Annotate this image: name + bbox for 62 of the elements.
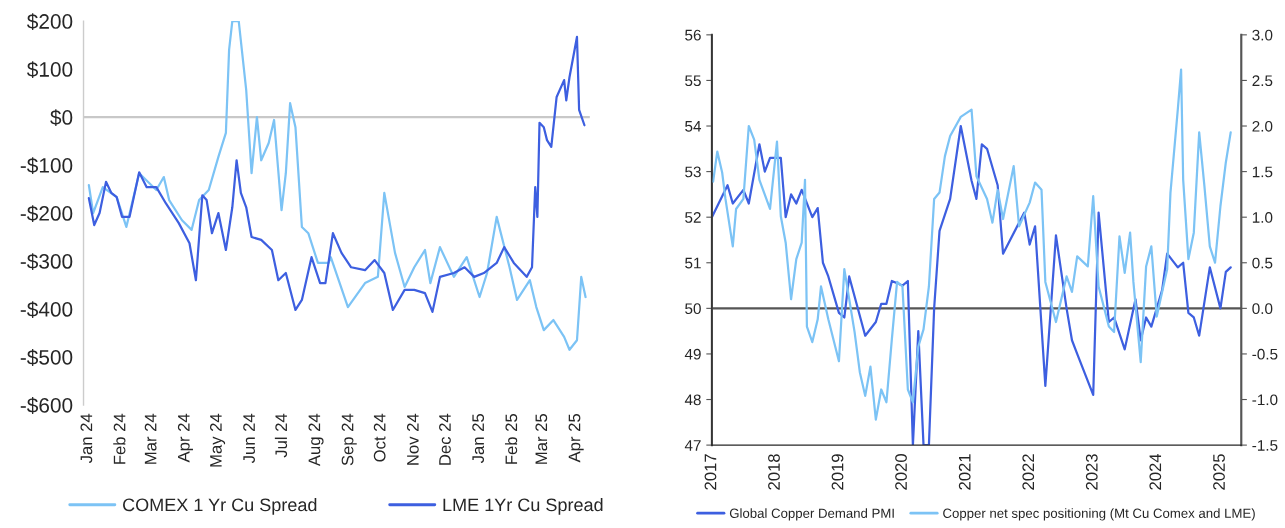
x-tick-label: 2020 — [895, 454, 907, 490]
y-tick-label: 51 — [685, 257, 701, 269]
y2-tick-label: 0.5 — [1252, 257, 1273, 269]
legend-label: LME 1Yr Cu Spread — [443, 498, 603, 515]
x-tick-label: Feb 24 — [113, 413, 126, 464]
y2-tick-label: 1.5 — [1252, 166, 1273, 178]
x-tick-label: Nov 24 — [406, 413, 419, 465]
y-tick-label: 49 — [684, 348, 701, 360]
y-tick-label: -$500 — [20, 349, 73, 366]
y-tick-label: -$300 — [20, 253, 73, 271]
y-tick-label: 52 — [685, 212, 701, 223]
x-tick-label: Jan 24 — [80, 413, 93, 464]
line-series — [712, 68, 1232, 421]
x-tick-label: 2019 — [831, 454, 844, 490]
y-tick-label: 53 — [685, 166, 701, 178]
y-tick-label: 56 — [685, 29, 701, 41]
x-tick-label: 2018 — [768, 454, 780, 490]
y-tick-label: $0 — [50, 109, 73, 127]
x-tick-label: Jun 24 — [243, 413, 255, 464]
y2-tick-label: 0.0 — [1252, 303, 1273, 315]
y-tick-label: -$400 — [20, 301, 73, 319]
legend-label: Copper net spec positioning (Mt Cu Comex and LME) — [943, 508, 1255, 521]
x-tick-label: Jul 24 — [274, 413, 288, 458]
x-tick-label: May 24 — [209, 413, 226, 467]
x-tick-label: Feb 25 — [504, 414, 518, 464]
x-tick-label: 2022 — [1022, 454, 1035, 490]
y2-tick-label: 3.0 — [1252, 29, 1273, 41]
y2-tick-label: 1.0 — [1252, 212, 1273, 223]
y-tick-label: $200 — [26, 13, 73, 31]
line-series — [87, 35, 586, 313]
y-tick-label: 48 — [684, 394, 701, 406]
x-tick-label: Dec 24 — [439, 413, 451, 465]
legend-label: Global Copper Demand PMI — [729, 508, 894, 521]
y-tick-label: -$200 — [20, 205, 73, 223]
x-tick-label: Oct 24 — [373, 413, 386, 462]
y-tick-label: $100 — [26, 61, 73, 79]
y-tick-label: 50 — [685, 303, 701, 315]
x-tick-label: Apr 24 — [177, 413, 193, 463]
x-tick-label: Apr 25 — [568, 414, 584, 463]
x-tick-label: 2023 — [1085, 454, 1098, 490]
x-tick-label: Sep 24 — [341, 413, 357, 466]
x-tick-label: 2025 — [1213, 454, 1225, 490]
y2-tick-label: 2.0 — [1252, 120, 1273, 132]
x-tick-label: 2021 — [958, 454, 971, 490]
y2-tick-label: 2.5 — [1252, 75, 1273, 87]
x-tick-label: Mar 24 — [144, 413, 157, 464]
x-tick-label: Aug 24 — [308, 413, 324, 467]
y-tick-label: 47 — [684, 440, 701, 451]
y-tick-label: 54 — [685, 121, 702, 132]
y-tick-label: 55 — [685, 75, 701, 87]
line-series — [711, 124, 1232, 446]
x-tick-label: Jan 25 — [472, 414, 485, 464]
y2-tick-label: -0.5 — [1252, 348, 1278, 360]
legend-label: COMEX 1 Yr Cu Spread — [123, 498, 317, 515]
y2-tick-label: -1.5 — [1252, 440, 1278, 451]
x-tick-label: 2017 — [704, 454, 717, 490]
y-tick-label: -$600 — [20, 397, 73, 414]
y2-tick-label: -1.0 — [1252, 394, 1278, 406]
y-tick-label: -$100 — [20, 157, 73, 175]
x-tick-label: Mar 25 — [535, 414, 548, 464]
line-series — [87, 21, 587, 351]
x-tick-label: 2024 — [1149, 453, 1162, 490]
